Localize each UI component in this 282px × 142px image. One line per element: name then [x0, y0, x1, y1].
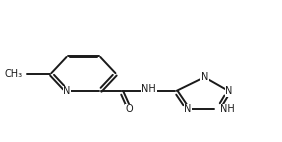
Text: O: O: [126, 104, 133, 114]
Text: NH: NH: [220, 104, 235, 114]
Text: NH: NH: [141, 84, 156, 94]
Text: N: N: [201, 72, 208, 82]
Text: N: N: [225, 86, 233, 96]
Text: N: N: [63, 86, 71, 96]
Text: CH₃: CH₃: [4, 69, 22, 79]
Text: N: N: [184, 104, 192, 114]
